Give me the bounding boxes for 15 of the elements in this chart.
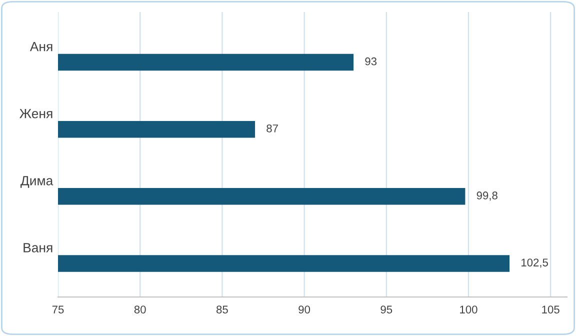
x-tick-label: 80 xyxy=(134,306,146,314)
data-label: 93 xyxy=(365,57,377,66)
x-tick-label: 100 xyxy=(460,306,478,314)
x-tick-label: 75 xyxy=(52,306,64,314)
data-label: 102,5 xyxy=(521,258,548,268)
x-tick-label: 105 xyxy=(542,306,560,314)
data-label: 99,8 xyxy=(476,192,498,201)
x-tick-label: 95 xyxy=(380,306,392,314)
y-tick-label: Ваня xyxy=(24,243,52,252)
x-tick-label: 90 xyxy=(298,306,310,314)
y-tick-label: Женя xyxy=(20,109,52,118)
data-label: 87 xyxy=(266,124,278,132)
y-tick-label: Дима xyxy=(20,176,54,188)
x-tick-label: 85 xyxy=(216,306,228,314)
y-tick-label: Аня xyxy=(30,42,52,52)
